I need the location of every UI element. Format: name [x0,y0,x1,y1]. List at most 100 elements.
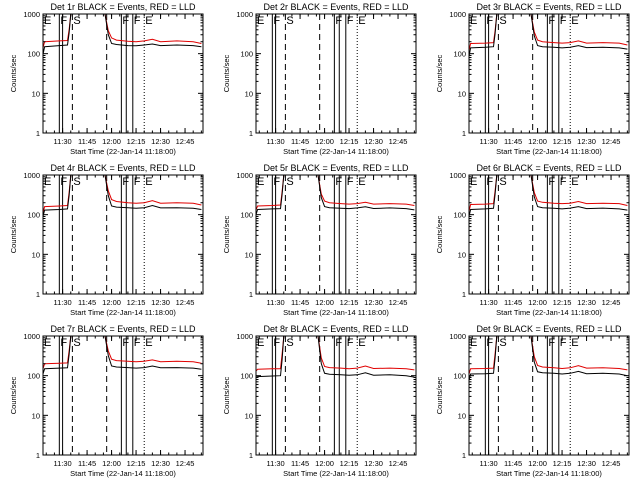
series-group [469,14,628,57]
flag-label: E [358,337,365,349]
flag-label: E [571,15,578,27]
flag-label: E [358,176,365,188]
flag-label: E [145,176,152,188]
flag-label: E [44,15,51,27]
series-line-lld [469,14,628,51]
x-tick-label: 12:30 [364,459,383,468]
x-tick-label: 12:30 [577,137,596,146]
series-line-events [469,14,628,57]
y-tick-label: 100 [453,211,466,220]
plot-frame [468,13,630,134]
y-tick-label: 100 [27,211,40,220]
x-tick-label: 11:45 [78,298,96,307]
x-tick-label: 12:15 [340,298,359,307]
series-group [43,336,202,375]
y-axis-label: Counts/sec [222,376,231,414]
x-tick-label: 12:15 [127,137,146,146]
y-tick-label: 1000 [23,332,40,341]
x-tick-label: 12:15 [340,459,359,468]
series-group [469,175,628,217]
y-tick-label: 100 [240,211,253,220]
y-tick-label: 100 [27,50,40,59]
flag-label: F [347,15,354,27]
flag-label: S [499,176,506,188]
series-group [256,175,415,215]
y-tick-label: 10 [32,250,40,259]
flag-label: F [273,15,280,27]
series-line-events [43,14,202,55]
flag-label: F [560,337,567,349]
flag-label: F [134,176,141,188]
series-line-events [43,336,202,375]
x-tick-label: 12:45 [176,459,195,468]
y-tick-label: 1 [249,129,253,138]
x-tick-label: 12:15 [553,459,572,468]
y-tick-label: 1000 [449,332,466,341]
x-tick-label: 11:45 [78,459,96,468]
panel-title: Det 8r BLACK = Events, RED = LLD [263,324,409,334]
x-tick-label: 11:30 [266,459,284,468]
series-group [256,336,415,378]
panel-title: Det 9r BLACK = Events, RED = LLD [476,324,622,334]
plot-frame [468,335,630,456]
y-axis-label: Counts/sec [222,215,231,253]
flag-label: F [347,337,354,349]
x-axis-label: Start Time (22-Jan-14 11:18:00) [283,308,389,317]
x-tick-label: 12:30 [364,298,383,307]
x-tick-label: 11:45 [78,137,96,146]
x-tick-label: 12:45 [389,298,408,307]
flag-label: E [470,337,477,349]
x-tick-label: 12:00 [528,137,547,146]
series-line-events [469,175,628,217]
y-tick-label: 1 [36,129,40,138]
flag-label: E [470,15,477,27]
y-tick-label: 100 [453,372,466,381]
x-tick-label: 12:00 [102,298,121,307]
x-axis-label: Start Time (22-Jan-14 11:18:00) [70,147,176,156]
flag-label: F [273,337,280,349]
plot-frame [255,13,417,134]
flag-label: F [486,176,493,188]
x-tick-label: 11:30 [266,137,284,146]
flag-label: F [60,337,67,349]
panel-title: Det 6r BLACK = Events, RED = LLD [476,163,622,173]
flag-label: E [571,176,578,188]
x-tick-label: 12:45 [389,459,408,468]
y-tick-label: 1000 [449,10,466,19]
x-tick-label: 12:00 [315,298,334,307]
flag-label: F [134,15,141,27]
flag-label: E [571,337,578,349]
series-group [469,336,628,381]
x-tick-label: 11:45 [504,459,522,468]
panel-title: Det 2r BLACK = Events, RED = LLD [263,2,409,12]
flag-label: F [486,337,493,349]
series-line-events [256,175,415,215]
x-tick-label: 11:30 [53,298,71,307]
flag-label: S [499,337,506,349]
flag-label: E [44,337,51,349]
y-tick-label: 10 [245,250,253,259]
flag-label: F [486,15,493,27]
x-tick-label: 12:00 [528,459,547,468]
flag-label: F [134,337,141,349]
y-tick-label: 10 [32,89,40,98]
x-tick-label: 11:45 [291,298,309,307]
y-axis-label: Counts/sec [9,376,18,414]
flag-label: S [73,337,80,349]
flag-label: S [286,337,293,349]
x-tick-label: 12:45 [389,137,408,146]
x-tick-label: 12:30 [577,298,596,307]
series-line-lld [43,175,202,214]
x-tick-label: 11:30 [479,137,497,146]
y-tick-label: 10 [458,411,466,420]
y-tick-label: 1000 [236,171,253,180]
x-tick-label: 12:00 [315,137,334,146]
y-tick-label: 1 [462,129,466,138]
x-axis-label: Start Time (22-Jan-14 11:18:00) [70,469,176,478]
series-group [43,175,202,217]
y-tick-label: 10 [458,89,466,98]
